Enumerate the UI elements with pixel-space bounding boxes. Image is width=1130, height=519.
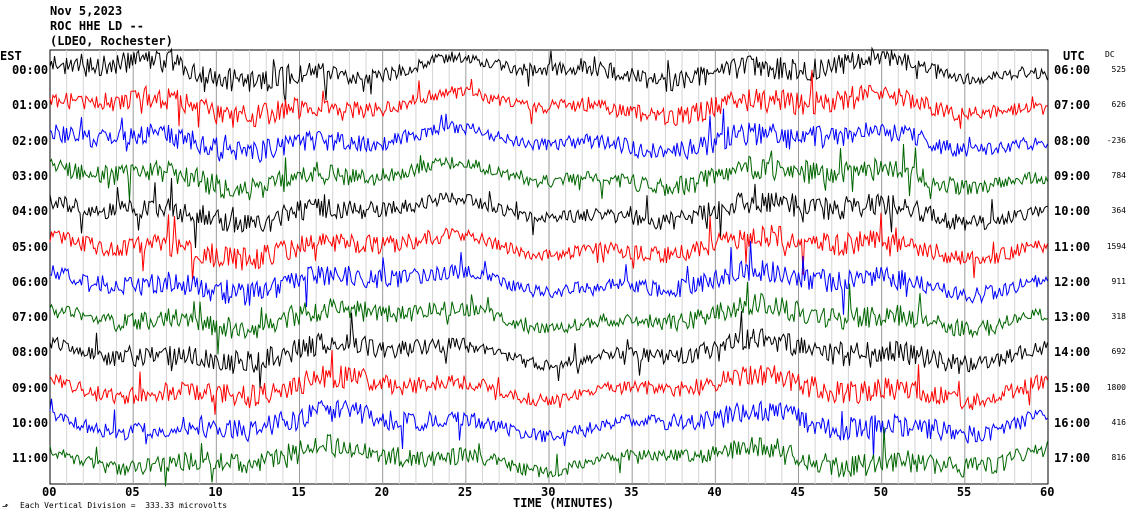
trace-hour-0000: [49, 46, 1048, 103]
x-tick-label: 30: [541, 485, 556, 499]
trace-hour-0900: [49, 349, 1048, 415]
utc-row-label: 15:00: [1054, 380, 1091, 395]
utc-row-label: 08:00: [1054, 133, 1091, 148]
est-row-label: 10:00: [12, 416, 49, 430]
trace-hour-0400: [49, 177, 1048, 249]
utc-row-label: 13:00: [1054, 310, 1091, 325]
trace-hour-0300: [49, 143, 1048, 202]
x-tick-label: 15: [291, 485, 306, 499]
x-tick-label: 35: [624, 485, 639, 499]
est-row-label: 08:00: [12, 345, 49, 360]
x-tick-label: 60: [1040, 485, 1055, 499]
trace-hour-1000: [49, 398, 1048, 458]
dc-value: 626: [1111, 100, 1126, 110]
est-row-label: 05:00: [12, 239, 49, 254]
x-tick-label: 50: [873, 485, 889, 499]
dc-value: 911: [1111, 276, 1126, 286]
utc-row-label: 11:00: [1054, 239, 1091, 254]
network-name: (LDEO, Rochester): [50, 34, 173, 48]
x-tick-label: 05: [125, 485, 140, 499]
x-tick-label: 20: [374, 485, 390, 499]
utc-row-label: 16:00: [1054, 416, 1091, 430]
dc-value: 1800: [1106, 382, 1126, 392]
est-row-label: 04:00: [12, 204, 49, 219]
x-axis-title: TIME (MINUTES): [513, 496, 615, 510]
trace-hour-0700: [49, 281, 1048, 355]
est-row-label: 02:00: [12, 133, 49, 148]
utc-row-label: 06:00: [1054, 63, 1091, 77]
est-row-label: 00:00: [12, 63, 49, 77]
trace-hour-0200: [49, 108, 1048, 164]
trace-hour-0100: [49, 69, 1048, 129]
x-tick-label: 00: [42, 485, 57, 499]
utc-row-label: 17:00: [1054, 451, 1091, 466]
dc-value: 784: [1111, 170, 1126, 180]
est-row-label: 11:00: [12, 451, 49, 466]
dc-value: 1594: [1106, 241, 1126, 251]
dc-value: 692: [1111, 347, 1126, 357]
x-tick-label: 10: [208, 485, 223, 499]
trace-hour-1100: [49, 427, 1048, 487]
dc-value: 416: [1111, 418, 1126, 427]
dc-value: -236: [1106, 135, 1126, 145]
x-tick-label: 45: [790, 485, 805, 499]
x-tick-label: 55: [956, 485, 972, 499]
chart-date: Nov 5,2023: [50, 4, 123, 18]
utc-row-label: 14:00: [1054, 345, 1091, 360]
est-row-label: 03:00: [12, 168, 49, 183]
scale-footnote-icon: ⬏: [2, 502, 9, 511]
x-tick-label: 40: [707, 485, 722, 499]
dc-value: 816: [1111, 453, 1126, 463]
trace-hour-0500: [49, 212, 1048, 281]
dc-column-label: DC: [1105, 50, 1115, 59]
dc-value: 318: [1111, 312, 1126, 322]
utc-row-label: 10:00: [1054, 204, 1091, 219]
est-row-label: 09:00: [12, 380, 49, 395]
est-row-label: 07:00: [12, 310, 49, 325]
est-row-label: 01:00: [12, 98, 49, 113]
est-row-label: 06:00: [12, 274, 49, 289]
trace-hour-0600: [49, 240, 1048, 315]
x-tick-label: 25: [457, 485, 473, 499]
utc-axis-label: UTC: [1063, 49, 1085, 63]
dc-value: 364: [1111, 206, 1126, 216]
est-axis-label: EST: [0, 49, 22, 63]
dc-value: 525: [1111, 65, 1126, 74]
station-code: ROC HHE LD --: [50, 19, 144, 33]
utc-row-label: 09:00: [1054, 168, 1091, 183]
utc-row-label: 07:00: [1054, 98, 1091, 113]
utc-row-label: 12:00: [1054, 274, 1091, 289]
trace-hour-0800: [49, 311, 1048, 389]
scale-footnote: Each Vertical Division = 333.33 microvol…: [20, 501, 228, 510]
